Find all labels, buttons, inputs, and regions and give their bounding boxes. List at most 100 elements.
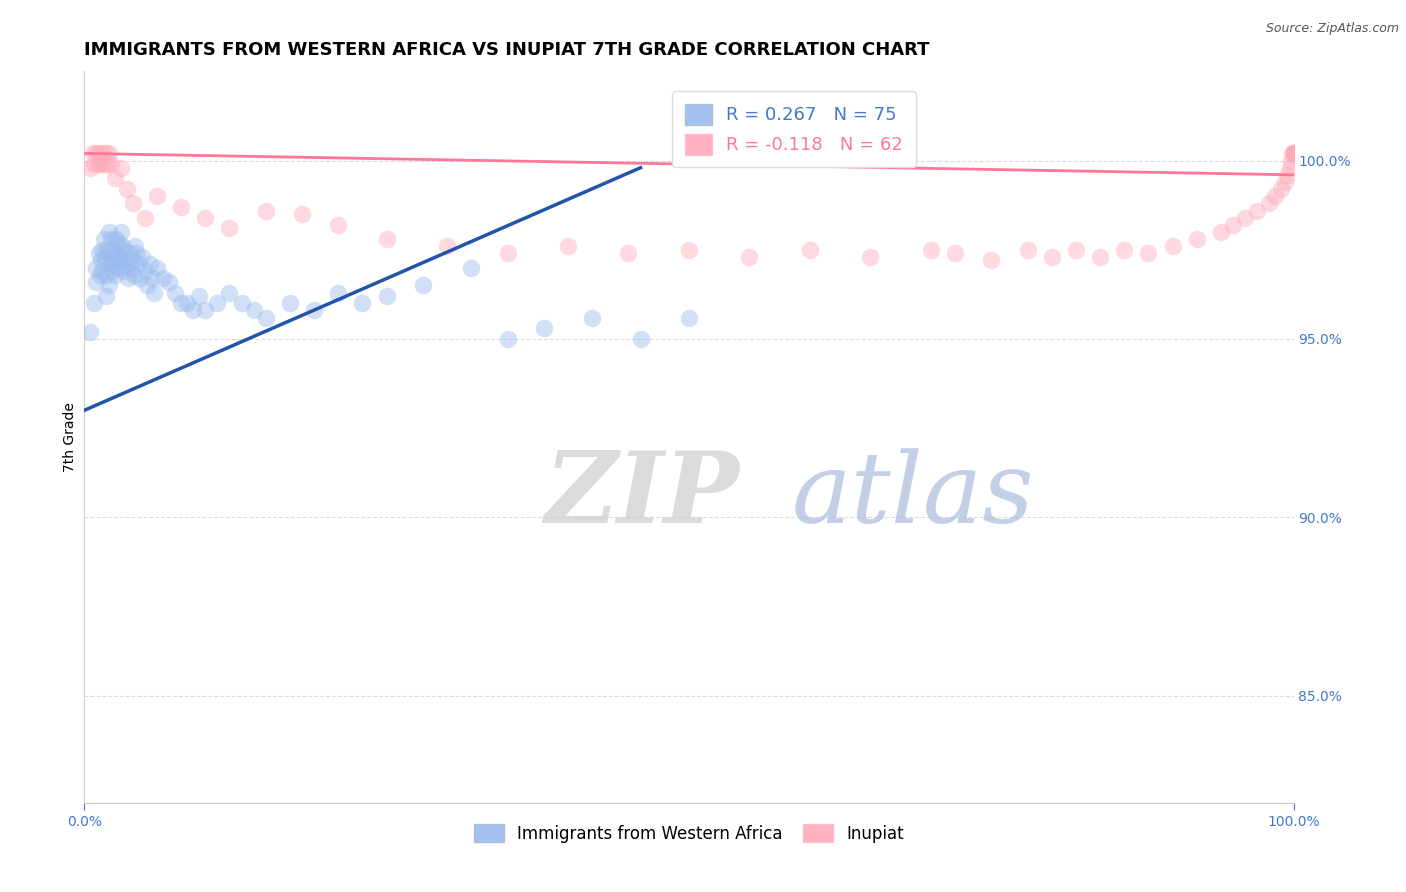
Point — [146, 189, 169, 203]
Point — [581, 310, 603, 325]
Point — [170, 296, 193, 310]
Point — [218, 221, 240, 235]
Point — [738, 250, 761, 264]
Point — [1282, 146, 1305, 161]
Point — [101, 264, 124, 278]
Point — [1222, 218, 1244, 232]
Point — [1279, 153, 1302, 168]
Point — [104, 232, 127, 246]
Point — [617, 246, 640, 260]
Point — [91, 146, 114, 161]
Point — [117, 271, 139, 285]
Point — [1282, 146, 1305, 161]
Point — [1278, 161, 1301, 175]
Point — [1258, 196, 1281, 211]
Point — [194, 211, 217, 225]
Point — [104, 268, 127, 282]
Point — [83, 157, 105, 171]
Point — [1277, 168, 1299, 182]
Point — [125, 246, 148, 260]
Point — [110, 161, 132, 175]
Point — [678, 243, 700, 257]
Point — [96, 157, 118, 171]
Point — [1185, 232, 1208, 246]
Point — [112, 253, 135, 268]
Point — [436, 239, 458, 253]
Point — [375, 232, 398, 246]
Point — [103, 243, 125, 257]
Point — [920, 243, 942, 257]
Point — [496, 332, 519, 346]
Point — [87, 246, 110, 260]
Point — [460, 260, 482, 275]
Point — [302, 303, 325, 318]
Point — [83, 296, 105, 310]
Point — [194, 303, 217, 318]
Point — [176, 296, 198, 310]
Point — [93, 157, 115, 171]
Point — [111, 239, 134, 253]
Point — [943, 246, 966, 260]
Point — [115, 182, 138, 196]
Point — [412, 278, 434, 293]
Point — [242, 303, 264, 318]
Point — [1114, 243, 1136, 257]
Point — [89, 157, 111, 171]
Point — [136, 278, 159, 293]
Point — [375, 289, 398, 303]
Point — [122, 268, 145, 282]
Point — [96, 243, 118, 257]
Point — [89, 268, 111, 282]
Point — [86, 275, 108, 289]
Point — [97, 146, 120, 161]
Point — [143, 285, 166, 300]
Point — [352, 296, 374, 310]
Point — [104, 253, 127, 268]
Point — [118, 246, 141, 260]
Point — [1270, 182, 1292, 196]
Point — [231, 296, 253, 310]
Point — [115, 257, 138, 271]
Point — [91, 243, 114, 257]
Point — [86, 260, 108, 275]
Point — [1282, 146, 1305, 161]
Point — [859, 250, 882, 264]
Text: IMMIGRANTS FROM WESTERN AFRICA VS INUPIAT 7TH GRADE CORRELATION CHART: IMMIGRANTS FROM WESTERN AFRICA VS INUPIA… — [84, 41, 929, 59]
Point — [152, 271, 174, 285]
Point — [328, 218, 350, 232]
Point — [93, 232, 115, 246]
Point — [1137, 246, 1160, 260]
Point — [1040, 250, 1063, 264]
Point — [87, 146, 110, 161]
Point — [120, 260, 142, 275]
Point — [630, 332, 652, 346]
Point — [1281, 146, 1303, 161]
Point — [278, 296, 301, 310]
Point — [146, 260, 169, 275]
Point — [108, 250, 131, 264]
Point — [131, 250, 153, 264]
Point — [86, 157, 108, 171]
Point — [1064, 243, 1087, 257]
Point — [533, 321, 555, 335]
Point — [97, 278, 120, 293]
Point — [94, 289, 117, 303]
Point — [1088, 250, 1111, 264]
Point — [1246, 203, 1268, 218]
Point — [91, 264, 114, 278]
Text: atlas: atlas — [792, 448, 1035, 543]
Point — [105, 246, 128, 260]
Text: ZIP: ZIP — [544, 448, 738, 544]
Point — [1017, 243, 1039, 257]
Point — [557, 239, 579, 253]
Legend: Immigrants from Western Africa, Inupiat: Immigrants from Western Africa, Inupiat — [467, 818, 911, 849]
Point — [124, 239, 146, 253]
Point — [98, 253, 121, 268]
Point — [121, 253, 143, 268]
Point — [496, 246, 519, 260]
Point — [79, 161, 101, 175]
Point — [100, 232, 122, 246]
Point — [100, 157, 122, 171]
Point — [134, 211, 156, 225]
Point — [94, 250, 117, 264]
